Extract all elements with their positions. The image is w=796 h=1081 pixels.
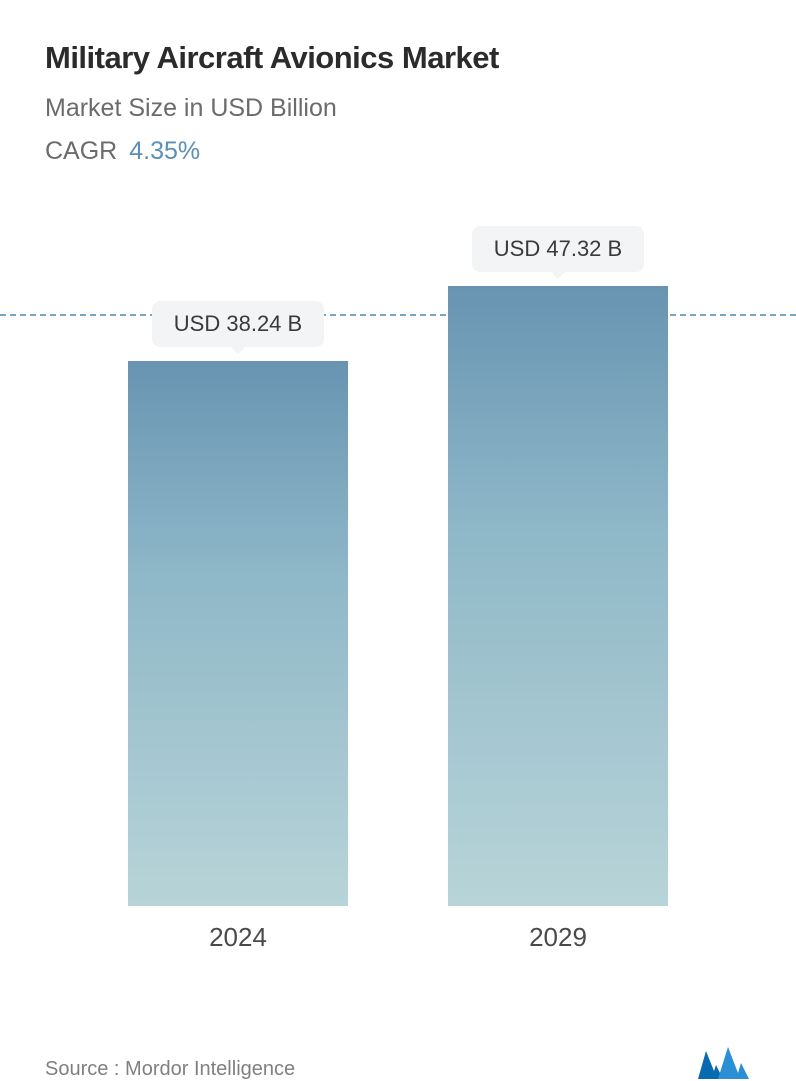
logo: [696, 1043, 751, 1081]
chart-container: Military Aircraft Avionics Market Market…: [0, 0, 796, 1034]
chart-subtitle: Market Size in USD Billion: [45, 94, 751, 123]
reference-line: [0, 314, 796, 316]
cagr-row: CAGR 4.35%: [45, 137, 751, 166]
chart-title: Military Aircraft Avionics Market: [45, 40, 751, 76]
bar-0: [128, 361, 348, 906]
chart-area: USD 38.24 B 2024 USD 47.32 B 2029: [45, 226, 751, 1033]
value-badge-0: USD 38.24 B: [152, 301, 324, 347]
bar-wrapper-0: USD 38.24 B 2024: [128, 301, 348, 953]
year-label-1: 2029: [529, 922, 587, 953]
cagr-label: CAGR: [45, 137, 117, 166]
year-label-0: 2024: [209, 922, 267, 953]
bar-wrapper-1: USD 47.32 B 2029: [448, 226, 668, 953]
value-badge-1: USD 47.32 B: [472, 226, 644, 272]
bar-1: [448, 286, 668, 906]
mordor-logo-icon: [696, 1043, 751, 1081]
source-text: Source : Mordor Intelligence: [45, 1058, 295, 1081]
footer: Source : Mordor Intelligence: [45, 1033, 751, 1081]
cagr-value: 4.35%: [129, 137, 200, 166]
